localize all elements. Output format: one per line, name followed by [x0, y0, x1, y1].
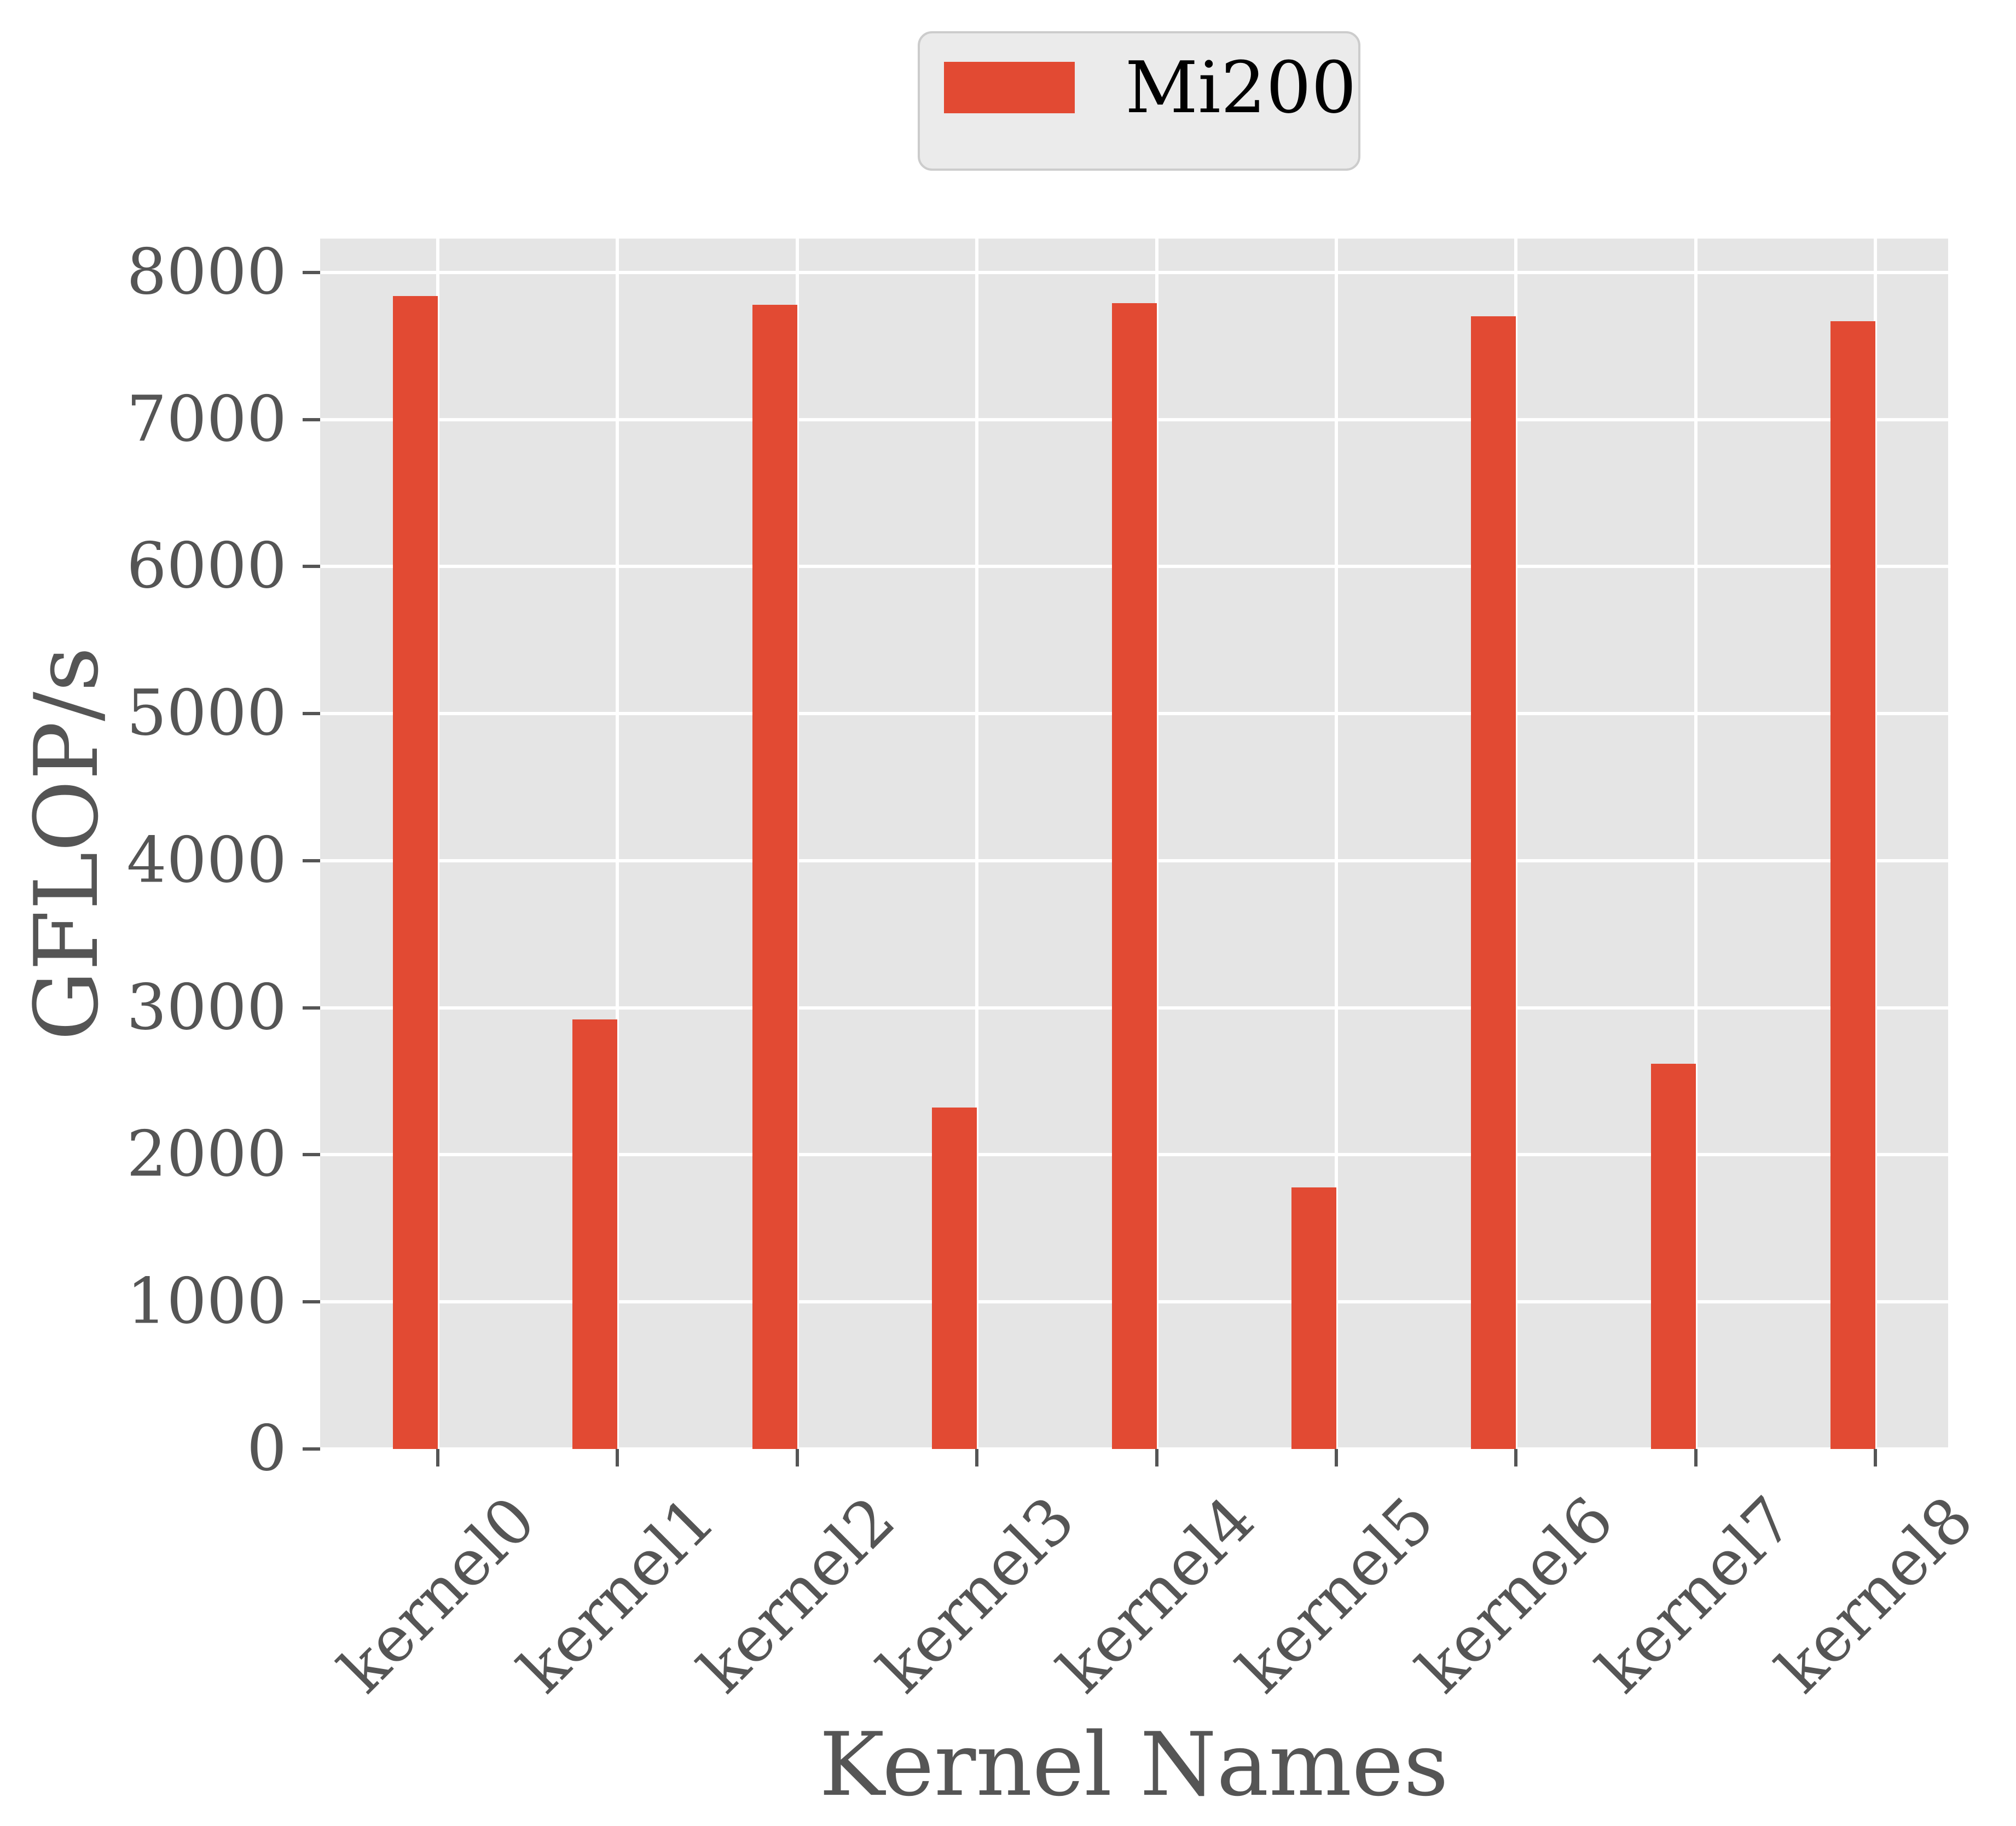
x-tick-label: kernel1 — [505, 1483, 729, 1707]
bar — [393, 295, 438, 1449]
x-tick-label: kernel7 — [1583, 1483, 1808, 1707]
y-tick-label: 5000 — [126, 676, 287, 750]
x-tick-mark — [616, 1449, 619, 1466]
y-tick-mark — [303, 1153, 320, 1157]
x-tick-mark — [1694, 1449, 1698, 1466]
h-gridline — [320, 1447, 1948, 1451]
v-gridline — [1334, 239, 1338, 1449]
y-tick-label: 6000 — [126, 529, 287, 603]
y-tick-label: 1000 — [126, 1265, 287, 1338]
bar — [572, 1019, 618, 1449]
x-tick-label: kernel5 — [1224, 1483, 1449, 1707]
y-tick-label: 3000 — [126, 971, 287, 1045]
y-tick-label: 2000 — [126, 1117, 287, 1191]
x-axis-label: Kernel Names — [819, 1713, 1449, 1816]
bar — [932, 1108, 977, 1449]
bar — [1650, 1063, 1696, 1449]
y-axis-label: GFLOP/s — [15, 647, 118, 1041]
v-gridline — [795, 239, 799, 1449]
legend-swatch — [944, 62, 1075, 113]
legend-label: Mi200 — [1125, 46, 1357, 129]
x-tick-label: kernel3 — [865, 1483, 1089, 1707]
x-tick-mark — [795, 1449, 799, 1466]
bar — [1471, 316, 1516, 1449]
v-gridline — [616, 239, 619, 1449]
bar — [1830, 321, 1875, 1449]
h-gridline — [320, 270, 1948, 274]
v-gridline — [1694, 239, 1698, 1449]
bar — [1291, 1187, 1336, 1449]
v-gridline — [1514, 239, 1518, 1449]
bar — [1111, 303, 1157, 1449]
y-tick-mark — [303, 1447, 320, 1451]
y-tick-label: 8000 — [126, 235, 287, 309]
y-tick-label: 0 — [246, 1412, 287, 1486]
v-gridline — [1155, 239, 1158, 1449]
y-tick-mark — [303, 1006, 320, 1010]
x-tick-label: kernel0 — [326, 1483, 550, 1707]
x-tick-mark — [1874, 1449, 1877, 1466]
x-tick-mark — [1514, 1449, 1518, 1466]
y-tick-mark — [303, 859, 320, 862]
x-tick-mark — [1155, 1449, 1158, 1466]
x-tick-label: kernel6 — [1404, 1483, 1628, 1707]
x-tick-mark — [975, 1449, 979, 1466]
x-tick-label: kernel8 — [1763, 1483, 1988, 1707]
y-tick-mark — [303, 712, 320, 716]
y-tick-mark — [303, 565, 320, 569]
v-gridline — [975, 239, 979, 1449]
y-tick-label: 4000 — [126, 824, 287, 897]
y-tick-label: 7000 — [126, 382, 287, 456]
y-tick-mark — [303, 270, 320, 274]
bar — [752, 304, 797, 1449]
v-gridline — [1874, 239, 1877, 1449]
y-tick-mark — [303, 418, 320, 421]
x-tick-label: kernel2 — [685, 1483, 909, 1707]
legend: Mi200 — [918, 31, 1360, 171]
v-gridline — [436, 239, 439, 1449]
x-tick-label: kernel4 — [1044, 1483, 1268, 1707]
x-tick-mark — [1334, 1449, 1338, 1466]
y-tick-mark — [303, 1300, 320, 1304]
x-tick-mark — [436, 1449, 439, 1466]
